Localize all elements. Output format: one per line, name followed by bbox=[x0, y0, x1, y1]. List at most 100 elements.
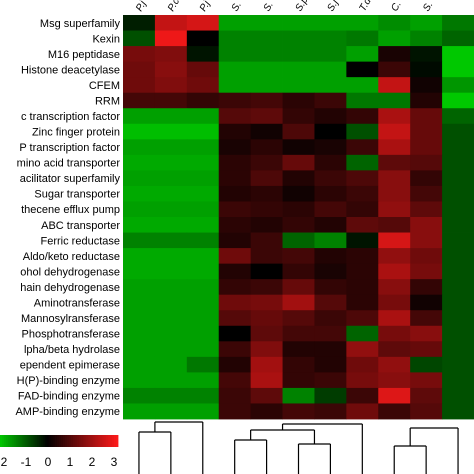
row-label: RRM bbox=[95, 95, 120, 107]
heatmap-cell bbox=[442, 372, 474, 389]
heatmap-cell bbox=[186, 185, 220, 202]
row-label: M16 peptidase bbox=[48, 49, 120, 61]
heatmap-cell bbox=[154, 387, 188, 404]
color-scale-segment bbox=[59, 435, 62, 447]
heatmap-cell bbox=[282, 263, 315, 280]
heatmap-cell bbox=[154, 279, 188, 296]
color-scale-segment bbox=[76, 435, 80, 447]
heatmap-cell bbox=[250, 294, 283, 311]
heatmap-cell bbox=[410, 15, 443, 31]
heatmap-cell bbox=[410, 92, 443, 109]
color-scale-segment bbox=[62, 435, 66, 447]
heatmap-cell bbox=[410, 108, 443, 125]
color-scale-segment bbox=[106, 435, 109, 447]
heatmap-cell bbox=[186, 30, 220, 47]
heatmap-cell bbox=[346, 15, 379, 31]
heatmap-cell bbox=[314, 154, 347, 171]
heatmap-cell bbox=[346, 356, 379, 373]
heatmap-cell bbox=[282, 232, 315, 249]
heatmap-cell bbox=[218, 248, 252, 265]
heatmap-cell bbox=[250, 170, 283, 187]
heatmap-cell bbox=[282, 61, 315, 78]
color-scale-segment bbox=[88, 435, 91, 447]
heatmap-cell bbox=[123, 403, 156, 420]
heatmap-cell bbox=[442, 170, 474, 187]
heatmap-cell bbox=[123, 77, 156, 94]
heatmap-cell bbox=[378, 108, 411, 125]
color-scale-segment bbox=[94, 435, 97, 447]
heatmap-cell bbox=[250, 92, 283, 109]
heatmap-cell bbox=[314, 15, 347, 31]
color-scale-segment bbox=[45, 435, 48, 447]
color-scale-segment bbox=[74, 435, 78, 447]
heatmap-cell bbox=[442, 15, 474, 31]
heatmap-cell bbox=[123, 185, 156, 202]
heatmap-cell bbox=[186, 92, 220, 109]
heatmap-cell bbox=[282, 201, 315, 218]
heatmap-cell bbox=[378, 139, 411, 156]
heatmap-cell bbox=[123, 356, 156, 373]
heatmap-cell bbox=[378, 217, 411, 233]
column-label: S. bbox=[262, 0, 276, 14]
heatmap-cell bbox=[410, 232, 443, 249]
heatmap-cell bbox=[186, 263, 220, 280]
heatmap-cell bbox=[186, 170, 220, 187]
heatmap-cell bbox=[346, 310, 379, 327]
heatmap-cell bbox=[410, 248, 443, 265]
heatmap-cell bbox=[346, 248, 379, 265]
column-label: S. bbox=[230, 0, 244, 14]
heatmap-cell bbox=[123, 108, 156, 125]
heatmap-cell bbox=[123, 325, 156, 342]
color-scale-tick-label: 1 bbox=[67, 455, 74, 469]
color-scale-segment bbox=[57, 435, 60, 447]
heatmap-cell bbox=[410, 30, 443, 47]
heatmap-cell bbox=[154, 403, 188, 420]
heatmap-cell bbox=[314, 185, 347, 202]
heatmap-cell bbox=[218, 325, 252, 342]
heatmap-cell bbox=[410, 123, 443, 140]
color-scale-segment bbox=[66, 435, 70, 447]
heatmap-cell bbox=[154, 108, 188, 125]
heatmap-cell bbox=[410, 139, 443, 156]
heatmap-cell bbox=[218, 61, 252, 78]
heatmap-cell bbox=[346, 92, 379, 109]
heatmap-cell bbox=[442, 341, 474, 358]
heatmap-cell bbox=[123, 341, 156, 358]
heatmap-cell bbox=[186, 248, 220, 265]
heatmap-cell bbox=[282, 248, 315, 265]
heatmap-cell bbox=[314, 325, 347, 342]
color-scale-tick-label: 2 bbox=[1, 455, 8, 469]
heatmap-cell bbox=[346, 279, 379, 296]
heatmap-cell bbox=[410, 341, 443, 358]
heatmap-cell bbox=[410, 201, 443, 218]
heatmap-cell bbox=[218, 92, 252, 109]
heatmap-cell bbox=[346, 123, 379, 140]
row-label: Sugar transporter bbox=[34, 189, 120, 201]
heatmap-cell bbox=[186, 123, 220, 140]
heatmap-cell bbox=[218, 154, 252, 171]
heatmap-cell bbox=[282, 108, 315, 125]
heatmap-cell bbox=[250, 15, 283, 31]
row-label: H(P)-binding enzyme bbox=[17, 375, 120, 387]
heatmap-cell bbox=[346, 325, 379, 342]
heatmap-cell bbox=[123, 372, 156, 389]
heatmap-cell bbox=[250, 325, 283, 342]
heatmap-cell bbox=[282, 15, 315, 31]
heatmap-cell bbox=[218, 217, 252, 233]
heatmap-cell bbox=[123, 279, 156, 296]
heatmap-cell bbox=[218, 46, 252, 63]
heatmap-cell bbox=[442, 92, 474, 109]
heatmap-cell bbox=[123, 123, 156, 140]
color-scale-segment bbox=[55, 435, 58, 447]
heatmap-cell bbox=[282, 372, 315, 389]
heatmap-cell bbox=[378, 92, 411, 109]
row-label: Ferric reductase bbox=[41, 235, 120, 247]
heatmap-cell bbox=[346, 77, 379, 94]
row-label: Histone deacetylase bbox=[21, 64, 120, 76]
heatmap-cell bbox=[442, 61, 474, 78]
heatmap-cell bbox=[346, 403, 379, 420]
heatmap-cell bbox=[442, 387, 474, 404]
heatmap-cell bbox=[123, 139, 156, 156]
heatmap-cell bbox=[314, 217, 347, 233]
color-scale-segment bbox=[92, 435, 95, 447]
